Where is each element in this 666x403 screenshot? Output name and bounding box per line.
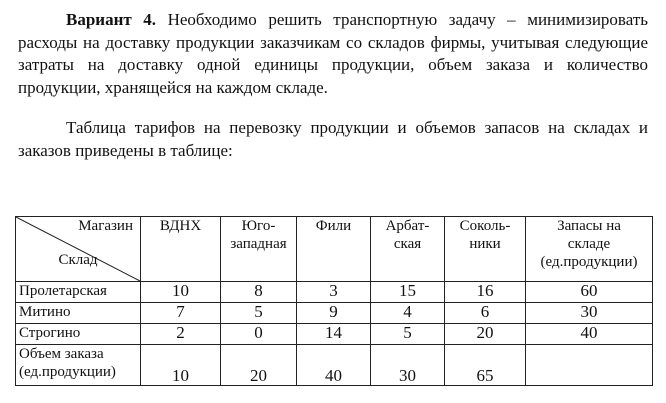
cell: 0 (220, 323, 297, 345)
table-row: Митино 7 5 9 4 6 30 (15, 302, 653, 324)
cell: 9 (296, 302, 371, 324)
cell: 20 (220, 344, 297, 386)
cell: 7 (140, 302, 221, 324)
cell: 16 (444, 281, 526, 303)
cell: 65 (444, 344, 526, 386)
cell: 10 (140, 344, 221, 386)
cell: 20 (444, 323, 526, 345)
corner-bottom: Склад (58, 252, 98, 268)
column-header: ВДНХ (140, 216, 221, 282)
cell: 10 (140, 281, 221, 303)
corner-top: Магазин (78, 218, 133, 234)
variant-label: Вариант 4. (66, 10, 157, 29)
diagonal-line (16, 217, 140, 281)
tariff-table: Магазин Склад ВДНХ Юго-западная Фили Арб… (15, 216, 653, 386)
task-paragraph: Вариант 4. Необходимо решить транспортну… (18, 9, 648, 99)
table-row: Пролетарская 10 8 3 15 16 60 (15, 281, 653, 303)
cell: 3 (296, 281, 371, 303)
column-header: Соколь-ники (444, 216, 526, 282)
table-row: Строгино 2 0 14 5 20 40 (15, 323, 653, 345)
corner-cell: Магазин Склад (15, 216, 141, 282)
task-text: Необходимо решить транспортную задачу – … (18, 10, 649, 97)
column-header: Арбат-ская (370, 216, 445, 282)
row-label: Объем заказа (ед.продукции) (15, 344, 141, 386)
row-label: Строгино (15, 323, 141, 345)
cell: 60 (525, 281, 653, 303)
cell: 6 (444, 302, 526, 324)
cell: 30 (370, 344, 445, 386)
cell: 14 (296, 323, 371, 345)
table-caption: Таблица тарифов на перевозку продукции и… (18, 118, 648, 160)
cell: 5 (220, 302, 297, 324)
cell: 40 (525, 323, 653, 345)
cell: 30 (525, 302, 653, 324)
cell: 8 (220, 281, 297, 303)
row-label: Митино (15, 302, 141, 324)
column-header: Фили (296, 216, 371, 282)
demand-row: Объем заказа (ед.продукции) 10 20 40 30 … (15, 344, 653, 386)
cell: 2 (140, 323, 221, 345)
cell (525, 344, 653, 386)
row-label: Пролетарская (15, 281, 141, 303)
cell: 4 (370, 302, 445, 324)
cell: 40 (296, 344, 371, 386)
column-header: Запасы на складе (ед.продукции) (525, 216, 653, 282)
header-row: Магазин Склад ВДНХ Юго-западная Фили Арб… (15, 216, 653, 282)
column-header: Юго-западная (220, 216, 297, 282)
cell: 15 (370, 281, 445, 303)
cell: 5 (370, 323, 445, 345)
